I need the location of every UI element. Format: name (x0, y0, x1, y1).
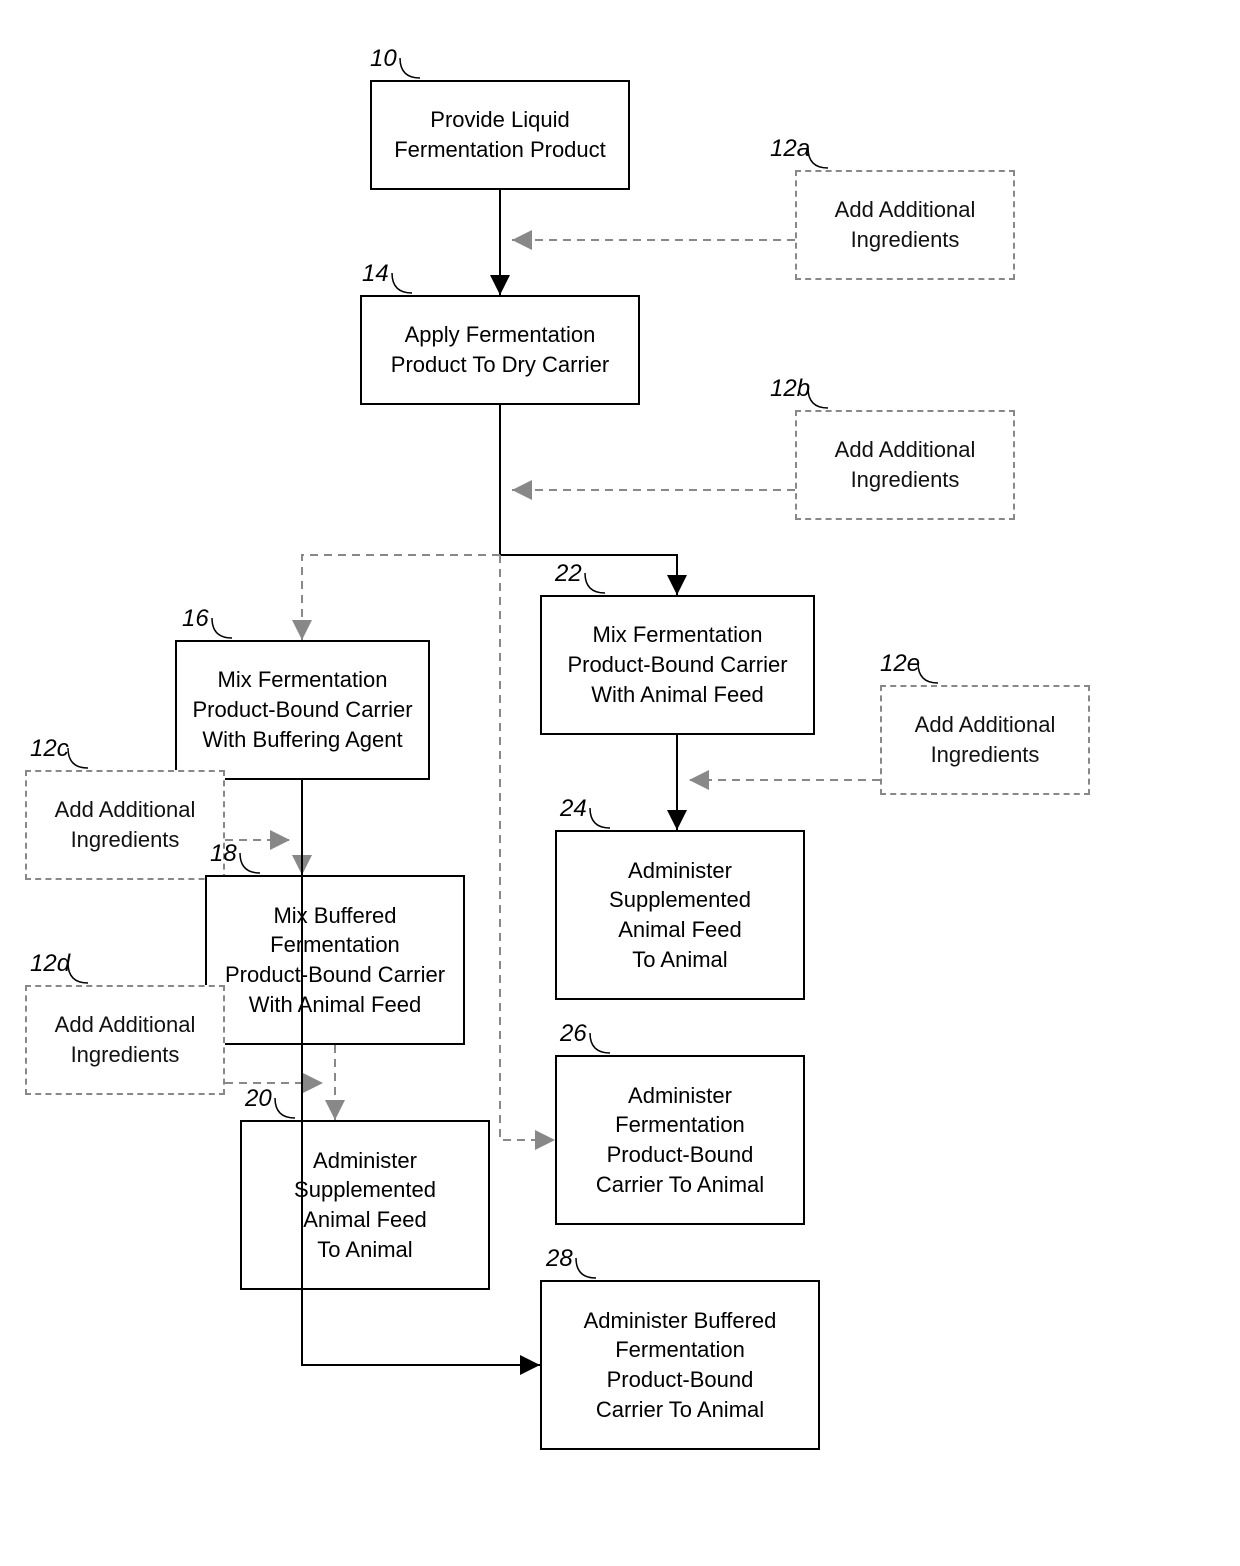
label-26: 26 (560, 1020, 587, 1048)
label-12a: 12a (770, 135, 810, 163)
node-26: Administer Fermentation Product-Bound Ca… (555, 1055, 805, 1225)
node-12b: Add Additional Ingredients (795, 410, 1015, 520)
node-16: Mix Fermentation Product-Bound Carrier W… (175, 640, 430, 780)
label-12d: 12d (30, 950, 70, 978)
label-24: 24 (560, 795, 587, 823)
label-12e: 12e (880, 650, 920, 678)
flowchart-canvas: Provide Liquid Fermentation Product Appl… (0, 0, 1240, 1566)
label-16: 16 (182, 605, 209, 633)
node-24: Administer Supplemented Animal Feed To A… (555, 830, 805, 1000)
label-28: 28 (546, 1245, 573, 1273)
label-18: 18 (210, 840, 237, 868)
label-22: 22 (555, 560, 582, 588)
label-12c: 12c (30, 735, 69, 763)
node-20: Administer Supplemented Animal Feed To A… (240, 1120, 490, 1290)
node-12e: Add Additional Ingredients (880, 685, 1090, 795)
label-14: 14 (362, 260, 389, 288)
label-10: 10 (370, 45, 397, 73)
node-12d: Add Additional Ingredients (25, 985, 225, 1095)
node-10: Provide Liquid Fermentation Product (370, 80, 630, 190)
label-20: 20 (245, 1085, 272, 1113)
node-28: Administer Buffered Fermentation Product… (540, 1280, 820, 1450)
node-22: Mix Fermentation Product-Bound Carrier W… (540, 595, 815, 735)
node-18: Mix Buffered Fermentation Product-Bound … (205, 875, 465, 1045)
node-14: Apply Fermentation Product To Dry Carrie… (360, 295, 640, 405)
node-12c: Add Additional Ingredients (25, 770, 225, 880)
node-12a: Add Additional Ingredients (795, 170, 1015, 280)
label-12b: 12b (770, 375, 810, 403)
